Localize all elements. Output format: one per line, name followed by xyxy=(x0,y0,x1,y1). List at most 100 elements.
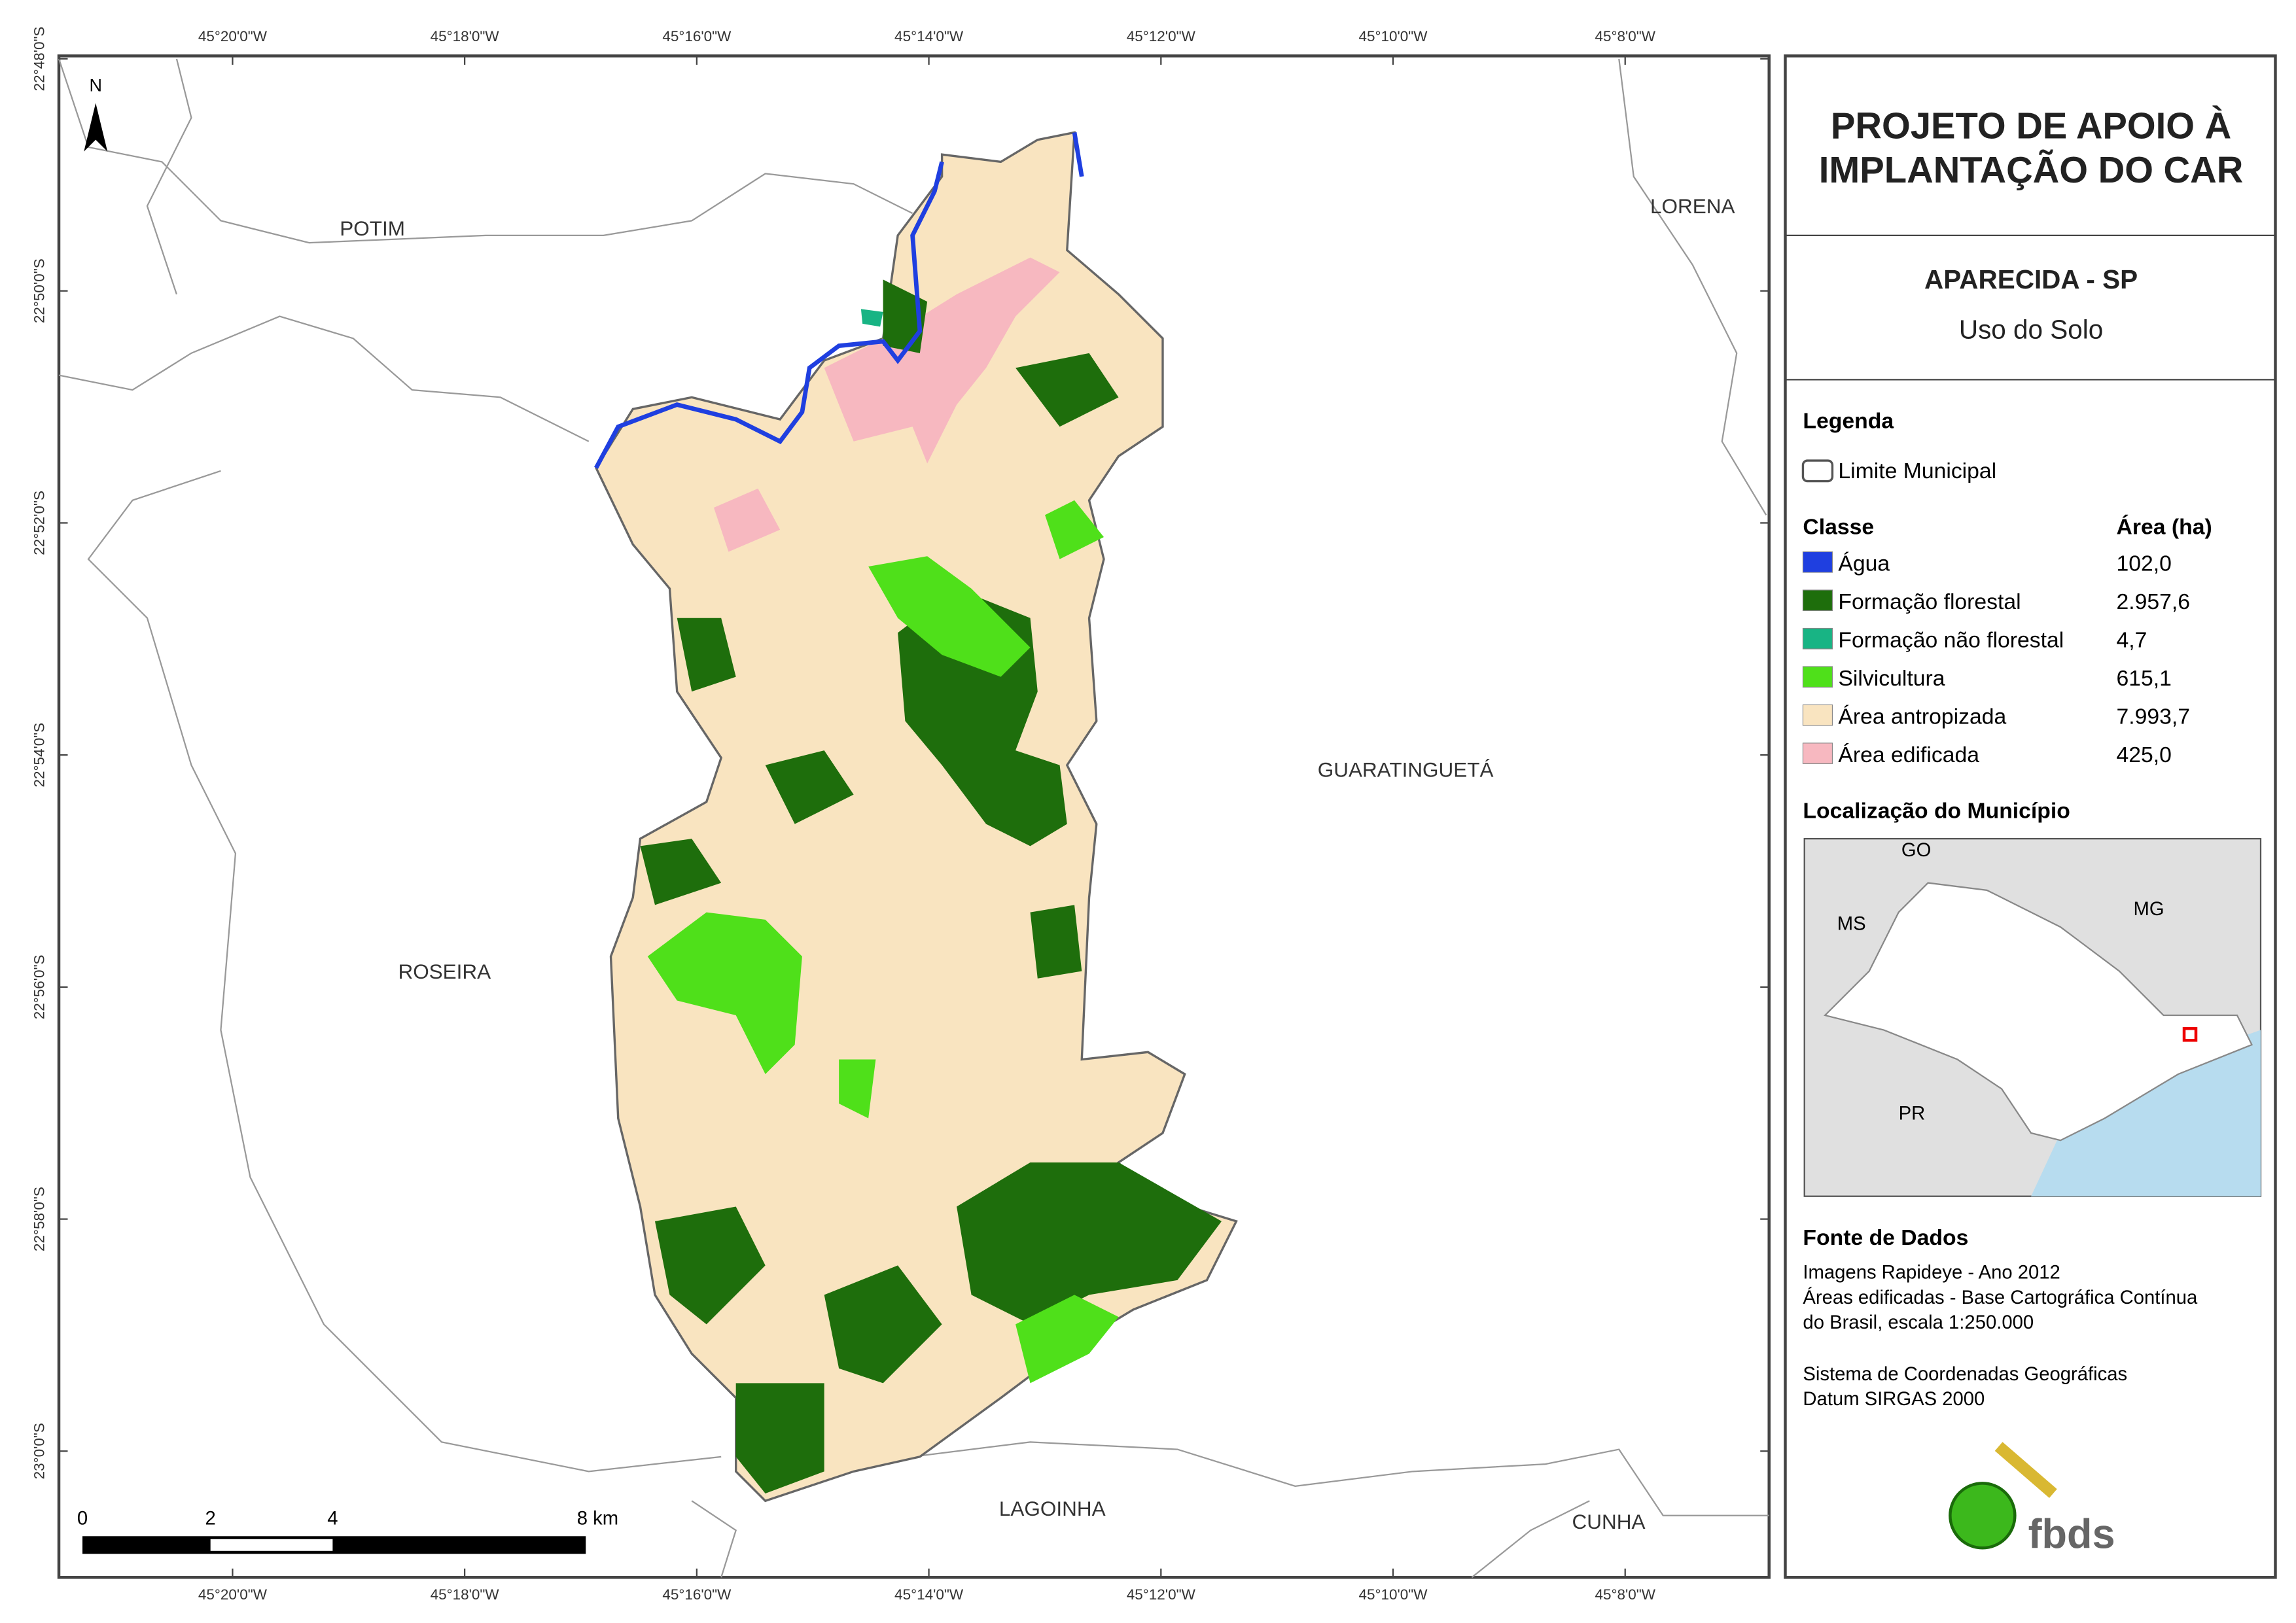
legend-swatch xyxy=(1802,589,1833,612)
source-line: Áreas edificadas - Base Cartográfica Con… xyxy=(1803,1287,2198,1308)
area-edificada xyxy=(713,257,1060,552)
source-line: Imagens Rapideye - Ano 2012 xyxy=(1803,1263,2060,1283)
legend-area: 4,7 xyxy=(2117,628,2147,653)
source-line: Datum SIRGAS 2000 xyxy=(1803,1389,1985,1410)
longitude-label: 45°10'0"W xyxy=(1359,28,1428,44)
place-label: GUARATINGUETÁ xyxy=(1318,758,1494,782)
legend-area: 425,0 xyxy=(2117,742,2172,767)
silvicultura xyxy=(647,500,1119,1384)
map-area: N 0 2 4 8 km POTIM LORENA GUARATINGUETÁ … xyxy=(57,54,1771,1579)
graticule-labels: 45°20'0"W 45°20'0"W 45°18'0"W 45°18'0"W 45°1… xyxy=(31,27,1769,1603)
inset-state xyxy=(1823,882,2253,1142)
sources: Imagens Rapideye - Ano 2012 Áreas edifica… xyxy=(1803,1263,2198,1410)
legend-label: Área antropizada xyxy=(1838,705,2006,729)
formacao-nao-florestal xyxy=(860,309,883,327)
longitude-label: 45°8'0"W xyxy=(1595,28,1655,44)
legend-area: 615,1 xyxy=(2117,666,2172,691)
scale-label: 0 xyxy=(77,1508,88,1529)
scale-bar-segment xyxy=(210,1539,333,1551)
inset-location xyxy=(2182,1027,2198,1042)
latitude-label: 23°0'0"S xyxy=(31,1423,48,1479)
longitude-label: 45°16'0"W xyxy=(662,28,732,44)
sources-heading: Fonte de Dados xyxy=(1803,1225,1968,1250)
theme: Uso do Solo xyxy=(1959,314,2103,344)
class-header: Classe xyxy=(1803,515,1874,540)
legend-items: Água 102,0 Formação florestal 2.957,6 Formaç… xyxy=(1802,551,2191,767)
place-label: POTIM xyxy=(340,217,405,240)
legend-area: 102,0 xyxy=(2117,551,2172,576)
longitude-label: 45°12'0"W xyxy=(1127,28,1196,44)
longitude-label: 45°18'0"W xyxy=(431,28,500,44)
boundary-line xyxy=(146,58,192,295)
legend-label: Formação florestal xyxy=(1838,589,2021,614)
boundary-line xyxy=(691,1500,737,1578)
legend-area: 2.957,6 xyxy=(2117,589,2191,614)
longitude-label: 45°14'0"W xyxy=(894,28,964,44)
municipality xyxy=(595,131,1238,1503)
boundary-line xyxy=(58,315,590,442)
latitude-label: 22°58'0"S xyxy=(31,1187,48,1251)
place-label: ROSEIRA xyxy=(398,960,491,983)
legend-swatch xyxy=(1802,742,1833,764)
longitude-label: 45°14'0"W xyxy=(894,1586,964,1603)
legend-swatch xyxy=(1802,627,1833,650)
longitude-label: 45°20'0"W xyxy=(198,28,268,44)
scale-bar xyxy=(82,1536,586,1554)
inset-ocean xyxy=(2031,1030,2261,1196)
logo-text: fbds xyxy=(2028,1511,2115,1557)
boundary-line xyxy=(87,470,722,1473)
north-label: N xyxy=(89,75,102,95)
legend-swatch xyxy=(1802,666,1833,688)
longitude-label: 45°8'0"W xyxy=(1595,1586,1655,1603)
inset-label: PR xyxy=(1899,1104,1926,1125)
legend-label: Formação não florestal xyxy=(1838,628,2064,653)
legend-swatch xyxy=(1802,551,1833,573)
legend-heading: Legenda xyxy=(1803,409,1894,434)
boundary-swatch xyxy=(1801,459,1834,483)
scale-label: 4 xyxy=(327,1508,338,1529)
inset-label: GO xyxy=(1901,840,1931,861)
boundary-line xyxy=(58,58,913,244)
longitude-label: 45°10'0"W xyxy=(1359,1586,1428,1603)
source-line: Sistema de Coordenadas Geográficas xyxy=(1803,1364,2127,1385)
logo-bar xyxy=(1994,1442,2057,1498)
latitude-label: 22°50'0"S xyxy=(31,258,48,323)
longitude-label: 45°12'0"W xyxy=(1127,1586,1196,1603)
latitude-label: 22°48'0"S xyxy=(31,27,48,92)
legend-label: Limite Municipal xyxy=(1838,459,1996,483)
place-label: CUNHA xyxy=(1572,1510,1646,1533)
scale-label: 8 km xyxy=(577,1508,618,1529)
formacao-florestal xyxy=(640,279,1222,1494)
longitude-label: 45°18'0"W xyxy=(431,1586,500,1603)
inset-label: MS xyxy=(1837,914,1866,935)
place-label: LAGOINHA xyxy=(999,1497,1106,1520)
municipality: APARECIDA - SP xyxy=(1924,264,2138,294)
boundary-line xyxy=(912,1441,1769,1516)
legend-swatch xyxy=(1802,704,1833,726)
legend-label: Área edificada xyxy=(1838,742,1979,767)
latitude-label: 22°52'0"S xyxy=(31,491,48,555)
agua xyxy=(594,131,1084,469)
inset-label: MG xyxy=(2133,899,2164,920)
area-header: Área (ha) xyxy=(2117,515,2212,540)
panel-frame xyxy=(1784,54,2277,1579)
source-line: do Brasil, escala 1:250.000 xyxy=(1803,1312,2034,1333)
longitude-label: 45°16'0"W xyxy=(662,1586,732,1603)
boundary-line xyxy=(1618,58,1767,515)
title: PROJETO DE APOIO À xyxy=(1831,105,2231,146)
side-panel: PROJETO DE APOIO À IMPLANTAÇÃO DO CAR AP… xyxy=(1784,54,2277,1579)
legend-label: Água xyxy=(1838,551,1890,576)
scale-label: 2 xyxy=(205,1508,216,1529)
location-heading: Localização do Município xyxy=(1803,799,2070,824)
place-label: LORENA xyxy=(1650,194,1735,218)
title: IMPLANTAÇÃO DO CAR xyxy=(1819,149,2244,190)
logo-circle xyxy=(1949,1482,2017,1550)
longitude-label: 45°20'0"W xyxy=(198,1586,268,1603)
latitude-label: 22°56'0"S xyxy=(31,954,48,1019)
boundary-line xyxy=(1471,1500,1590,1579)
latitude-label: 22°54'0"S xyxy=(31,723,48,788)
legend-area: 7.993,7 xyxy=(2117,705,2191,729)
north-arrow xyxy=(84,103,108,152)
legend-label: Silvicultura xyxy=(1838,666,1945,691)
